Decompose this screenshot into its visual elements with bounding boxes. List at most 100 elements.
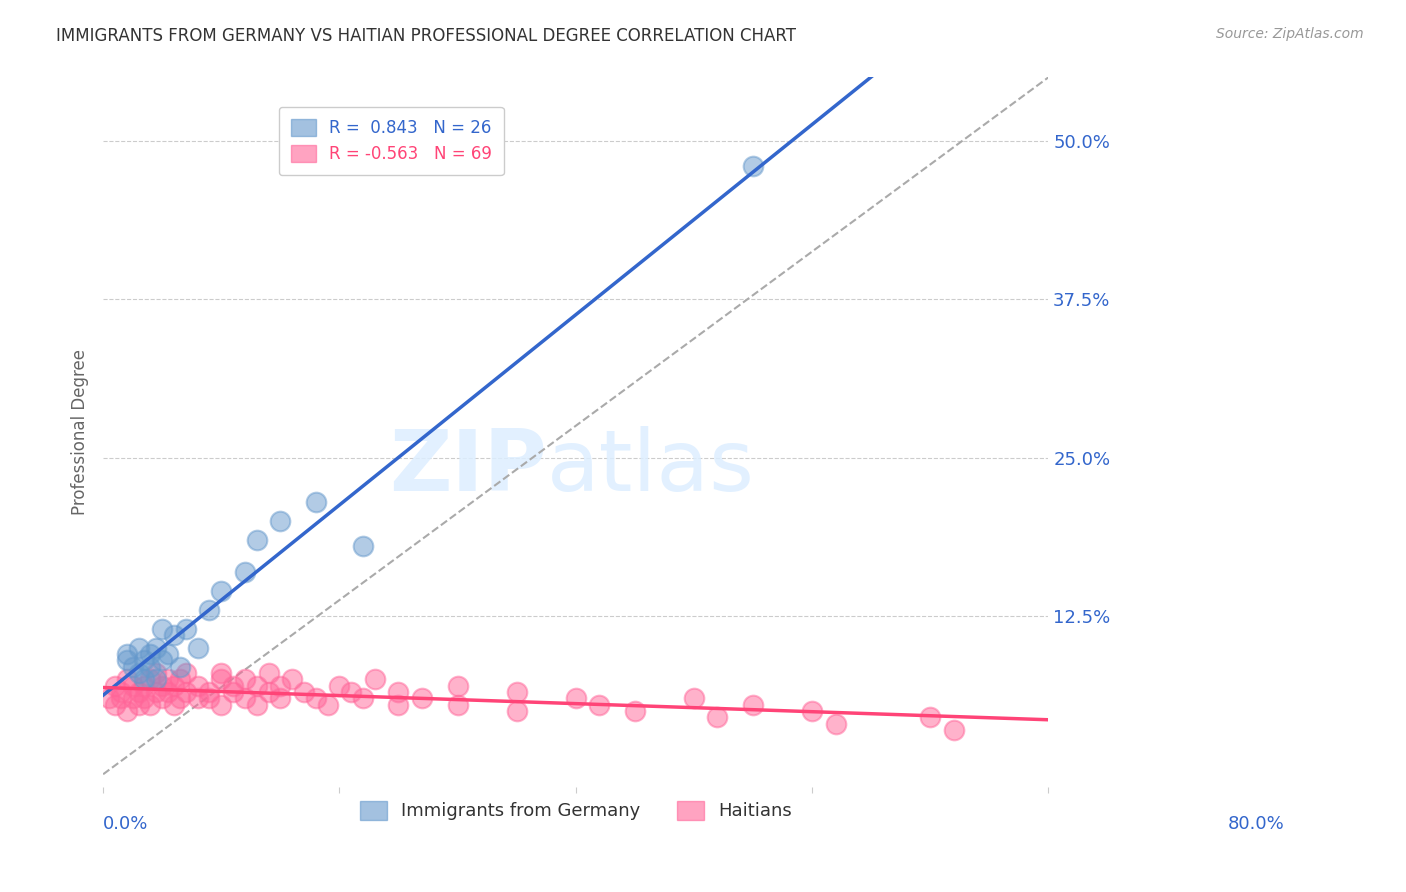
Point [121, 679, 143, 693]
Text: 80.0%: 80.0% [1227, 815, 1285, 833]
Point [115, 647, 138, 661]
Point [150, 691, 173, 706]
Point [134, 672, 156, 686]
Point [163, 679, 186, 693]
Point [134, 653, 156, 667]
Point [257, 665, 280, 680]
Point [163, 698, 186, 712]
Point [222, 685, 245, 699]
Point [269, 514, 291, 528]
Point [115, 653, 138, 667]
Point [246, 698, 269, 712]
Point [145, 685, 167, 699]
Point [233, 691, 256, 706]
Point [292, 685, 315, 699]
Point [316, 698, 339, 712]
Point [352, 539, 374, 553]
Y-axis label: Professional Degree: Professional Degree [72, 349, 89, 516]
Point [269, 691, 291, 706]
Point [233, 565, 256, 579]
Point [920, 710, 942, 724]
Point [246, 533, 269, 547]
Point [281, 672, 304, 686]
Point [121, 691, 143, 706]
Point [104, 698, 127, 712]
Point [257, 685, 280, 699]
Point [169, 691, 191, 706]
Point [128, 685, 150, 699]
Point [387, 685, 409, 699]
Point [209, 583, 232, 598]
Point [139, 647, 162, 661]
Point [209, 698, 232, 712]
Point [157, 647, 180, 661]
Point [174, 685, 197, 699]
Point [328, 679, 350, 693]
Point [187, 640, 209, 655]
Point [104, 679, 127, 693]
Point [364, 672, 387, 686]
Text: 0.0%: 0.0% [103, 815, 149, 833]
Text: Source: ZipAtlas.com: Source: ZipAtlas.com [1216, 27, 1364, 41]
Point [564, 691, 586, 706]
Point [352, 691, 374, 706]
Point [187, 679, 209, 693]
Point [824, 716, 846, 731]
Point [269, 679, 291, 693]
Point [222, 679, 245, 693]
Point [157, 672, 180, 686]
Point [145, 672, 167, 686]
Point [128, 665, 150, 680]
Point [742, 159, 765, 173]
Point [110, 685, 132, 699]
Point [198, 685, 221, 699]
Point [305, 691, 328, 706]
Point [198, 691, 221, 706]
Point [682, 691, 704, 706]
Point [387, 698, 409, 712]
Text: IMMIGRANTS FROM GERMANY VS HAITIAN PROFESSIONAL DEGREE CORRELATION CHART: IMMIGRANTS FROM GERMANY VS HAITIAN PROFE… [56, 27, 796, 45]
Point [446, 698, 468, 712]
Point [198, 602, 221, 616]
Point [115, 704, 138, 718]
Point [139, 672, 162, 686]
Text: atlas: atlas [547, 426, 755, 509]
Point [139, 659, 162, 673]
Point [134, 679, 156, 693]
Point [169, 659, 191, 673]
Point [139, 698, 162, 712]
Point [246, 679, 269, 693]
Point [505, 704, 527, 718]
Point [446, 679, 468, 693]
Point [340, 685, 363, 699]
Point [305, 495, 328, 509]
Point [169, 672, 191, 686]
Point [128, 698, 150, 712]
Point [742, 698, 765, 712]
Point [801, 704, 824, 718]
Point [209, 672, 232, 686]
Point [98, 691, 121, 706]
Legend: Immigrants from Germany, Haitians: Immigrants from Germany, Haitians [353, 794, 799, 828]
Point [163, 628, 186, 642]
Point [157, 685, 180, 699]
Point [134, 691, 156, 706]
Point [233, 672, 256, 686]
Point [588, 698, 610, 712]
Point [115, 672, 138, 686]
Point [145, 640, 167, 655]
Point [623, 704, 645, 718]
Point [150, 653, 173, 667]
Point [411, 691, 433, 706]
Point [150, 622, 173, 636]
Text: ZIP: ZIP [389, 426, 547, 509]
Point [706, 710, 728, 724]
Point [187, 691, 209, 706]
Point [128, 640, 150, 655]
Point [121, 659, 143, 673]
Point [145, 665, 167, 680]
Point [150, 679, 173, 693]
Point [505, 685, 527, 699]
Point [110, 691, 132, 706]
Point [209, 665, 232, 680]
